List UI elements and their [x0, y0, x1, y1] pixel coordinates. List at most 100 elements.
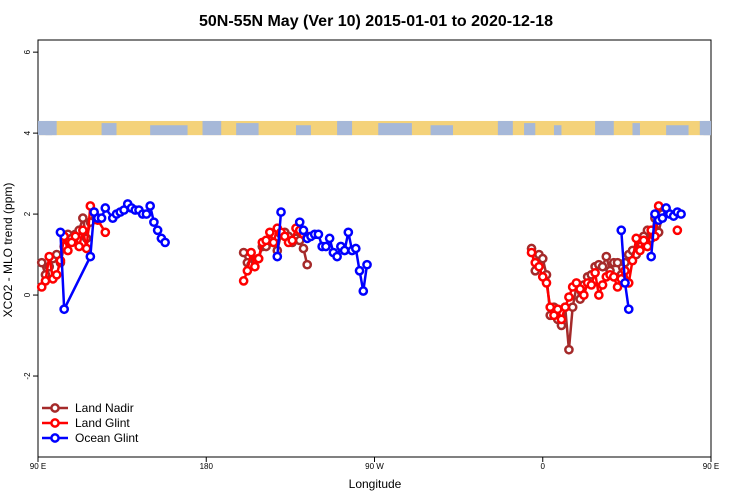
data-point	[339, 245, 350, 256]
data-point	[642, 241, 653, 252]
data-point	[40, 276, 51, 286]
legend-label: Land Nadir	[75, 401, 134, 415]
data-point	[358, 286, 369, 296]
x-tick-label: 90 E	[703, 462, 719, 471]
data-point	[100, 203, 111, 213]
legend-item: Land Nadir	[42, 401, 134, 415]
legend-marker	[50, 403, 60, 413]
data-point	[63, 245, 73, 256]
data-point	[608, 271, 619, 282]
data-point	[313, 229, 324, 240]
data-point	[264, 227, 275, 238]
x-tick-label: 90 W	[365, 462, 384, 471]
legend-marker	[50, 418, 60, 428]
data-point	[672, 225, 683, 236]
data-point	[526, 247, 537, 258]
data-point	[556, 314, 567, 325]
data-point	[545, 302, 556, 313]
data-point	[541, 278, 552, 288]
x-axis-label: Longitude	[349, 477, 402, 491]
series-land-glint	[36, 201, 683, 325]
data-point	[612, 257, 623, 268]
data-point	[78, 225, 88, 236]
data-point	[78, 213, 88, 223]
data-point	[324, 233, 335, 244]
data-point	[362, 259, 372, 270]
data-point	[261, 235, 271, 246]
data-point	[287, 235, 298, 246]
y-tick-label: 0	[23, 292, 32, 297]
data-point	[620, 278, 630, 288]
data-point	[354, 265, 365, 276]
data-point	[579, 290, 589, 300]
data-point	[676, 209, 686, 219]
y-tick-label: -2	[23, 372, 32, 380]
strip-ocean-patch	[632, 123, 640, 136]
data-point	[564, 344, 574, 355]
data-point	[55, 227, 66, 238]
strip-ocean-patch	[703, 120, 711, 136]
x-tick-label: 90 E	[30, 462, 46, 471]
strip-ocean-patch	[378, 123, 412, 136]
strip-ocean-patch	[150, 125, 188, 136]
data-point	[657, 213, 668, 223]
y-tick-label: 4	[23, 130, 32, 135]
data-point	[623, 304, 634, 315]
data-point	[141, 209, 152, 219]
x-tick-label: 180	[200, 462, 214, 471]
series-layer	[36, 199, 686, 355]
data-point	[44, 251, 55, 262]
data-point	[343, 227, 354, 238]
legend-item: Land Glint	[42, 416, 130, 430]
data-point	[534, 261, 544, 272]
plot-frame	[37, 39, 712, 458]
data-point	[160, 237, 170, 248]
strip-ocean-patch	[595, 120, 614, 136]
data-point	[537, 253, 548, 264]
data-point	[631, 233, 642, 244]
data-point	[149, 217, 159, 228]
strip-ocean-patch	[295, 125, 311, 136]
strip-ocean-patch	[666, 125, 689, 136]
data-point	[350, 243, 361, 254]
data-point	[51, 269, 62, 280]
x-tick-label: 0	[541, 462, 546, 471]
data-point	[81, 243, 92, 254]
legend-item: Ocean Glint	[42, 431, 139, 445]
data-point	[564, 292, 574, 302]
data-point	[238, 247, 249, 258]
series-line	[276, 211, 283, 257]
data-point	[567, 302, 578, 313]
data-point	[321, 241, 331, 252]
y-tick-label: 6	[23, 49, 32, 54]
data-point	[586, 280, 597, 290]
data-point	[298, 225, 309, 236]
data-point	[597, 280, 608, 290]
data-point	[552, 304, 563, 315]
legend-marker	[50, 433, 60, 443]
data-point	[74, 241, 84, 252]
data-point	[276, 207, 286, 217]
data-point	[152, 225, 163, 236]
data-point	[238, 276, 249, 286]
data-point	[70, 231, 81, 242]
data-point	[96, 213, 107, 223]
legend-label: Land Glint	[75, 416, 130, 430]
data-point	[100, 227, 111, 238]
data-point	[616, 225, 627, 236]
data-point	[268, 237, 279, 248]
data-point	[145, 201, 156, 211]
strip-ocean-patch	[337, 120, 353, 136]
data-point	[560, 302, 571, 313]
data-point	[612, 282, 623, 292]
data-point	[294, 217, 305, 228]
strip-ocean-patch	[497, 120, 513, 136]
strip-ocean-patch	[524, 123, 536, 136]
y-axis-label: XCO2 - MLO trend (ppm)	[1, 183, 15, 318]
data-point	[253, 253, 264, 264]
data-point	[601, 251, 612, 262]
data-point	[646, 251, 657, 262]
